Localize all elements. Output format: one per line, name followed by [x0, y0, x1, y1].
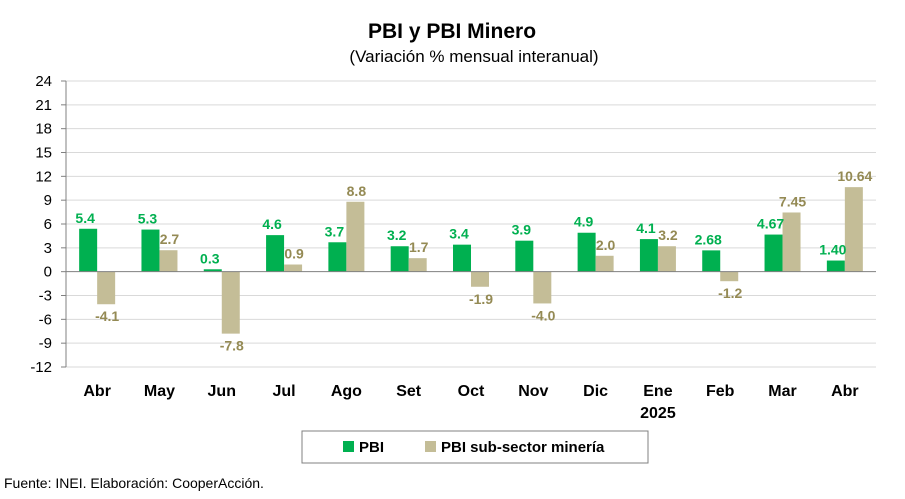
- y-tick-label: 21: [35, 97, 52, 114]
- data-label-mineria: 2.0: [596, 237, 616, 253]
- bar-mineria: [97, 271, 116, 305]
- y-tick-label: 24: [35, 73, 52, 90]
- legend-label-mineria: PBI sub-sector minería: [441, 439, 605, 456]
- x-tick-label: Set: [396, 383, 422, 400]
- legend-label-pbi: PBI: [359, 439, 384, 456]
- bar-mineria: [720, 271, 739, 282]
- bar-pbi: [328, 242, 347, 272]
- data-label-pbi: 3.4: [449, 226, 469, 242]
- bar-mineria: [595, 255, 614, 272]
- data-label-mineria: 7.45: [779, 193, 806, 209]
- chart-title: PBI y PBI Minero: [368, 20, 536, 43]
- y-tick-label: -12: [30, 359, 52, 376]
- data-label-mineria: -4.1: [95, 308, 119, 324]
- data-label-mineria: 2.7: [160, 231, 180, 247]
- y-tick-label: 12: [35, 168, 52, 185]
- bar-mineria: [159, 250, 178, 272]
- x-tick-label: Oct: [458, 383, 485, 400]
- legend-swatch-mineria: [425, 441, 436, 452]
- bar-pbi: [577, 232, 596, 272]
- data-label-mineria: -7.8: [220, 338, 244, 354]
- legend-box: [301, 430, 649, 464]
- y-tick-label: 0: [44, 264, 52, 281]
- data-label-mineria: -1.2: [718, 285, 742, 301]
- x-tick-label: Mar: [768, 383, 796, 400]
- data-label-pbi: 4.67: [757, 216, 784, 232]
- data-label-pbi: 4.6: [262, 216, 282, 232]
- bar-mineria: [221, 271, 240, 334]
- bar-pbi: [639, 239, 658, 272]
- data-label-pbi: 4.9: [574, 214, 594, 230]
- x-tick-label: Jul: [273, 383, 296, 400]
- x-tick-label: Jun: [208, 383, 236, 400]
- bar-mineria: [657, 246, 676, 272]
- bar-pbi: [702, 250, 721, 272]
- y-tick-label: 6: [44, 216, 52, 233]
- bar-pbi: [764, 234, 783, 272]
- bar-mineria: [408, 258, 427, 272]
- x-tick-label: Ene: [643, 383, 672, 400]
- data-label-pbi: 1.40: [819, 242, 846, 258]
- data-label-mineria: -4.0: [531, 307, 555, 323]
- x-tick-label: Ago: [331, 383, 362, 400]
- bar-pbi: [79, 228, 98, 272]
- bar-pbi: [390, 246, 409, 272]
- y-tick-label: 9: [44, 192, 52, 209]
- legend-swatch-pbi: [343, 441, 354, 452]
- data-label-mineria: -1.9: [469, 291, 493, 307]
- y-tick-label: 15: [35, 145, 52, 162]
- data-label-mineria: 10.64: [837, 168, 872, 184]
- bar-mineria: [533, 271, 552, 304]
- bar-mineria: [844, 187, 863, 272]
- data-label-pbi: 3.2: [387, 227, 407, 243]
- bar-pbi: [203, 269, 222, 272]
- data-label-mineria: 1.7: [409, 239, 429, 255]
- data-label-mineria: 3.2: [658, 227, 678, 243]
- x-tick-label: Feb: [706, 383, 735, 400]
- x-tick-label: Dic: [583, 383, 608, 400]
- data-label-mineria: 0.9: [284, 246, 304, 262]
- y-tick-label: -6: [39, 311, 52, 328]
- bar-pbi: [141, 229, 160, 272]
- data-label-mineria: 8.8: [347, 183, 367, 199]
- data-label-pbi: 5.4: [75, 210, 95, 226]
- bar-mineria: [284, 264, 303, 272]
- x-tick-label: May: [144, 383, 175, 400]
- bar-pbi: [453, 244, 471, 272]
- bar-pbi: [266, 235, 285, 272]
- bar-mineria: [782, 212, 801, 272]
- bar-mineria: [471, 271, 489, 287]
- y-tick-label: -3: [39, 288, 52, 305]
- x-tick-label: Abr: [831, 383, 859, 400]
- y-tick-label: 18: [35, 121, 52, 138]
- data-label-pbi: 0.3: [200, 250, 220, 266]
- data-label-pbi: 5.3: [138, 211, 158, 227]
- data-label-pbi: 3.7: [325, 223, 345, 239]
- y-tick-label: -9: [39, 335, 52, 352]
- x-tick-label: Abr: [83, 383, 111, 400]
- chart-subtitle: (Variación % mensual interanual): [349, 47, 598, 66]
- data-label-pbi: 4.1: [636, 220, 656, 236]
- bar-mineria: [346, 201, 365, 272]
- bar-pbi: [826, 260, 845, 272]
- x-tick-label: Nov: [518, 383, 548, 400]
- data-label-pbi: 3.9: [512, 222, 532, 238]
- y-tick-label: 3: [44, 240, 52, 257]
- source-note: Fuente: INEI. Elaboración: CooperAcción.: [4, 475, 264, 491]
- bar-pbi: [515, 240, 534, 272]
- data-label-pbi: 2.68: [695, 231, 722, 247]
- year-label: 2025: [640, 405, 676, 422]
